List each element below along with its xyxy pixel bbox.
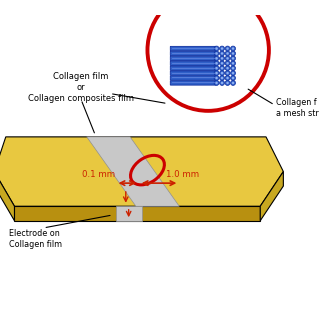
Polygon shape	[87, 137, 179, 206]
Circle shape	[214, 46, 219, 51]
Circle shape	[225, 61, 230, 66]
Circle shape	[231, 46, 236, 51]
Circle shape	[220, 46, 225, 51]
Polygon shape	[14, 206, 260, 221]
Circle shape	[226, 47, 229, 50]
Circle shape	[225, 56, 230, 61]
Circle shape	[220, 66, 225, 71]
FancyBboxPatch shape	[170, 46, 216, 51]
Circle shape	[231, 51, 236, 56]
Text: Electrode on
Collagen film: Electrode on Collagen film	[9, 229, 62, 250]
Circle shape	[214, 66, 219, 71]
Circle shape	[214, 61, 219, 66]
Circle shape	[221, 67, 223, 69]
Polygon shape	[116, 206, 142, 221]
Circle shape	[215, 67, 218, 69]
Circle shape	[215, 57, 218, 60]
Circle shape	[214, 56, 219, 61]
Circle shape	[215, 82, 218, 84]
FancyBboxPatch shape	[170, 81, 216, 85]
FancyBboxPatch shape	[170, 71, 216, 75]
Circle shape	[220, 76, 225, 81]
Circle shape	[215, 62, 218, 65]
Circle shape	[226, 77, 229, 79]
Circle shape	[226, 57, 229, 60]
FancyBboxPatch shape	[170, 66, 216, 70]
FancyBboxPatch shape	[170, 61, 216, 66]
Circle shape	[220, 56, 225, 61]
Circle shape	[215, 72, 218, 74]
Circle shape	[226, 62, 229, 65]
FancyBboxPatch shape	[170, 76, 216, 80]
Polygon shape	[0, 172, 14, 221]
Circle shape	[232, 82, 234, 84]
Circle shape	[231, 81, 236, 85]
Circle shape	[221, 72, 223, 74]
Circle shape	[226, 52, 229, 55]
Circle shape	[214, 76, 219, 81]
Circle shape	[221, 47, 223, 50]
Circle shape	[232, 52, 234, 55]
Circle shape	[231, 56, 236, 61]
Circle shape	[225, 66, 230, 71]
Circle shape	[215, 77, 218, 79]
Circle shape	[231, 71, 236, 76]
Circle shape	[232, 77, 234, 79]
Circle shape	[221, 77, 223, 79]
Circle shape	[220, 61, 225, 66]
Polygon shape	[260, 172, 283, 221]
Text: 0.1 mm: 0.1 mm	[82, 170, 115, 179]
Circle shape	[226, 72, 229, 74]
Circle shape	[225, 76, 230, 81]
Circle shape	[148, 0, 269, 111]
Circle shape	[232, 67, 234, 69]
Circle shape	[220, 81, 225, 85]
Circle shape	[225, 46, 230, 51]
Circle shape	[221, 62, 223, 65]
Circle shape	[220, 71, 225, 76]
Circle shape	[214, 71, 219, 76]
Circle shape	[221, 52, 223, 55]
Circle shape	[232, 47, 234, 50]
Circle shape	[221, 82, 223, 84]
Circle shape	[232, 72, 234, 74]
Circle shape	[225, 71, 230, 76]
Circle shape	[214, 81, 219, 85]
Circle shape	[214, 51, 219, 56]
Polygon shape	[0, 137, 283, 206]
Circle shape	[225, 51, 230, 56]
Circle shape	[232, 57, 234, 60]
Text: 1.0 mm: 1.0 mm	[165, 170, 199, 179]
Text: Collagen film
or
Collagen composites film: Collagen film or Collagen composites fil…	[28, 72, 134, 103]
Circle shape	[226, 67, 229, 69]
Circle shape	[215, 52, 218, 55]
Circle shape	[231, 66, 236, 71]
Circle shape	[231, 61, 236, 66]
Circle shape	[231, 76, 236, 81]
Circle shape	[225, 81, 230, 85]
Circle shape	[220, 51, 225, 56]
FancyBboxPatch shape	[170, 56, 216, 60]
Text: Collagen f
a mesh str: Collagen f a mesh str	[276, 98, 319, 118]
Circle shape	[215, 47, 218, 50]
Circle shape	[226, 82, 229, 84]
Circle shape	[221, 57, 223, 60]
Circle shape	[232, 62, 234, 65]
FancyBboxPatch shape	[170, 51, 216, 56]
